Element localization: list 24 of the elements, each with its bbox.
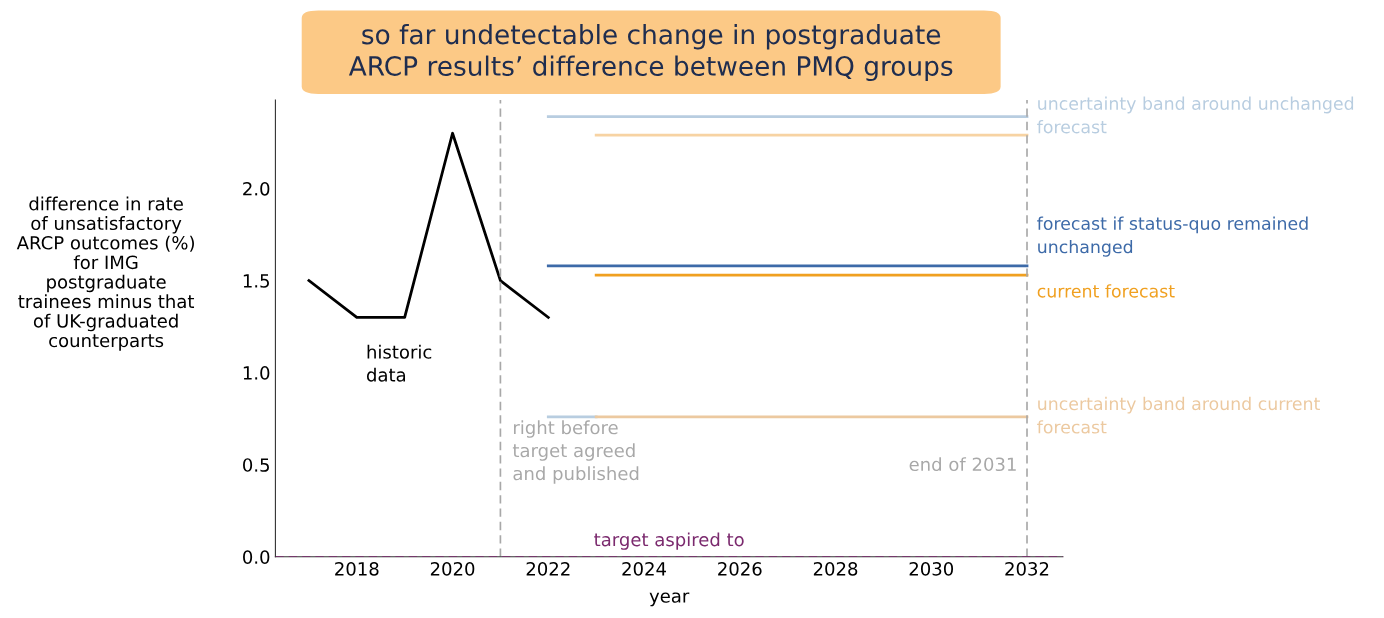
y-axis-title: difference in rate of unsatisfactory ARCP outcomes (%) for IMG postgraduate trainees minus that of UK-graduated counterparts xyxy=(16,196,195,351)
x-tick-label: 2028 xyxy=(813,562,858,576)
x-tick-label: 2020 xyxy=(430,562,475,576)
series-label: current forecast xyxy=(1037,284,1175,298)
y-tick-label: 1.0 xyxy=(243,366,270,380)
series-label: uncertainty band around current forecast xyxy=(1037,396,1320,434)
x-axis-title: year xyxy=(649,592,690,607)
x-tick-label: 2018 xyxy=(335,562,379,576)
annotation: historic data xyxy=(366,344,432,382)
x-tick-label: 2032 xyxy=(1005,562,1049,576)
y-tick-label: 1.5 xyxy=(243,274,269,288)
y-tick-label: 0.0 xyxy=(243,550,270,564)
ref-line-label: target aspired to xyxy=(594,532,744,550)
x-tick-label: 2022 xyxy=(526,562,570,576)
ref-line-label: end of 2031 xyxy=(909,457,1016,472)
y-tick-label: 2.0 xyxy=(243,181,270,196)
ref-line-label: right before target agreed and published xyxy=(512,420,639,484)
chart-title: so far undetectable change in postgraduate ARCP results’ difference between PMQ groups xyxy=(348,23,953,82)
series-label: forecast if status-quo remained unchanged xyxy=(1037,216,1308,257)
x-tick-label: 2030 xyxy=(909,562,954,576)
x-tick-label: 2026 xyxy=(718,562,762,576)
y-tick-label: 0.5 xyxy=(243,458,269,472)
x-tick-label: 2024 xyxy=(622,562,666,576)
series-label: uncertainty band around unchanged forecast xyxy=(1037,96,1354,134)
